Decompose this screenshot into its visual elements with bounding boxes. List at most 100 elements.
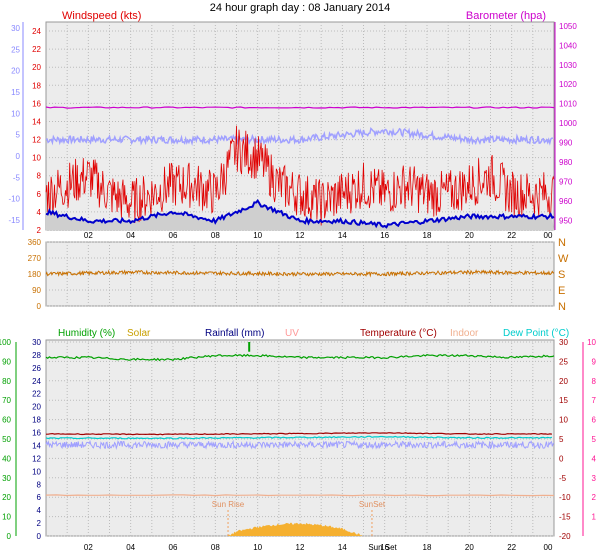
humidity-tick-label: 50	[2, 435, 11, 444]
far-right-tick-label: 10	[587, 338, 596, 347]
legend-item: Temperature (°C)	[360, 328, 437, 339]
temperature-tick-label: -10	[559, 493, 571, 502]
rain-tick-label: 2	[37, 519, 42, 528]
baro-tick-label: 970	[559, 177, 573, 186]
sun-set-axis-label: Sun Set	[368, 543, 397, 552]
direction-tick-label: 270	[28, 254, 42, 263]
direction-compass-label: N	[558, 301, 566, 313]
x-tick-label: 20	[465, 543, 474, 552]
baro-tick-label: 1030	[559, 61, 577, 70]
temperature-tick-label: 25	[559, 357, 568, 366]
x-tick-label: 04	[126, 543, 135, 552]
temperature-line	[46, 432, 552, 436]
sun-marker-label: SunSet	[359, 500, 386, 509]
far-right-tick-label: 2	[592, 493, 597, 502]
far-left-tick-label: -5	[13, 173, 21, 182]
chart-title: 24 hour graph day : 08 January 2014	[210, 2, 390, 14]
x-tick-label: 10	[253, 231, 262, 240]
wind-average-line	[45, 199, 555, 229]
far-left-tick-label: 5	[16, 131, 21, 140]
baro-tick-label: 1020	[559, 80, 577, 89]
indoor-line	[45, 494, 555, 497]
direction-tick-label: 0	[37, 302, 42, 311]
wind-tick-label: 4	[37, 208, 42, 217]
far-right-tick-label: 9	[592, 357, 597, 366]
x-tick-label: 20	[465, 231, 474, 240]
wind-average-area	[46, 202, 554, 230]
humidity-tick-label: 40	[2, 454, 11, 463]
barometer-label: Barometer (hpa)	[466, 10, 546, 22]
x-tick-label: 06	[169, 543, 178, 552]
wind-direction-line	[45, 269, 555, 278]
rain-tick-label: 14	[32, 441, 41, 450]
humidity-tick-label: 60	[2, 416, 11, 425]
rain-tick-label: 28	[32, 351, 41, 360]
wind-tick-label: 16	[32, 99, 41, 108]
solar-area	[228, 522, 364, 536]
baro-tick-label: 950	[559, 216, 573, 225]
x-tick-label: 06	[169, 231, 178, 240]
x-tick-label: 18	[423, 231, 432, 240]
baro-tick-label: 1050	[559, 22, 577, 31]
legend-item: Rainfall (mm)	[205, 328, 264, 339]
rain-tick-label: 16	[32, 429, 41, 438]
x-tick-label: 16	[380, 231, 389, 240]
barometer-line	[45, 106, 555, 109]
x-tick-label: 02	[84, 231, 93, 240]
legend-item: Indoor	[450, 328, 479, 339]
temperature-tick-label: -15	[559, 513, 571, 522]
far-left-tick-label: 0	[16, 152, 21, 161]
legend-item: Dew Point (°C)	[503, 328, 569, 339]
baro-tick-label: 1040	[559, 41, 577, 50]
baro-tick-label: 980	[559, 158, 573, 167]
sun-marker-label: Sun Rise	[212, 500, 245, 509]
baro-tick-label: 960	[559, 197, 573, 206]
rain-tick-label: 4	[37, 506, 42, 515]
dewpoint-line	[45, 435, 553, 440]
x-tick-label: 18	[423, 543, 432, 552]
x-tick-label: 16	[380, 543, 389, 552]
x-tick-label: 02	[84, 543, 93, 552]
rain-tick-label: 20	[32, 403, 41, 412]
far-right-tick-label: 5	[592, 435, 597, 444]
far-right-tick-label: 7	[592, 396, 597, 405]
far-left-tick-label: 10	[11, 109, 20, 118]
direction-compass-label: S	[558, 269, 565, 281]
humidity-tick-label: 100	[0, 338, 12, 347]
rain-tick-label: 30	[32, 338, 41, 347]
temperature-tick-label: 10	[559, 416, 568, 425]
far-right-tick-label: 4	[592, 454, 597, 463]
x-tick-label: 08	[211, 231, 220, 240]
wind-tick-label: 2	[37, 226, 42, 235]
wind-tick-label: 20	[32, 63, 41, 72]
x-tick-label: 22	[507, 543, 516, 552]
windspeed-line	[45, 125, 555, 226]
x-tick-label: 22	[507, 231, 516, 240]
far-right-tick-label: 8	[592, 377, 597, 386]
humidity-tick-label: 70	[2, 396, 11, 405]
temperature-tick-label: 20	[559, 377, 568, 386]
baro-tick-label: 1000	[559, 119, 577, 128]
direction-compass-label: W	[558, 253, 569, 265]
humidity-tick-label: 20	[2, 493, 11, 502]
rain-tick-label: 8	[37, 480, 42, 489]
far-left-tick-label: 25	[11, 45, 20, 54]
rain-tick-label: 12	[32, 454, 41, 463]
temperature-tick-label: -5	[559, 474, 567, 483]
temperature-tick-label: 30	[559, 338, 568, 347]
rain-tick-label: 24	[32, 377, 41, 386]
wind-tick-label: 14	[32, 117, 41, 126]
far-left-tick-label: -10	[8, 195, 20, 204]
wind-tick-label: 18	[32, 81, 41, 90]
temperature-tick-label: 15	[559, 396, 568, 405]
far-left-tick-label: -15	[8, 216, 20, 225]
far-right-tick-label: 3	[592, 474, 597, 483]
humidity-tick-label: 90	[2, 357, 11, 366]
baro-tick-label: 990	[559, 139, 573, 148]
far-left-tick-label: 20	[11, 67, 20, 76]
direction-tick-label: 360	[28, 238, 42, 247]
far-left-tick-label: 30	[11, 24, 20, 33]
direction-compass-label: E	[558, 285, 565, 297]
far-right-tick-label: 6	[592, 416, 597, 425]
